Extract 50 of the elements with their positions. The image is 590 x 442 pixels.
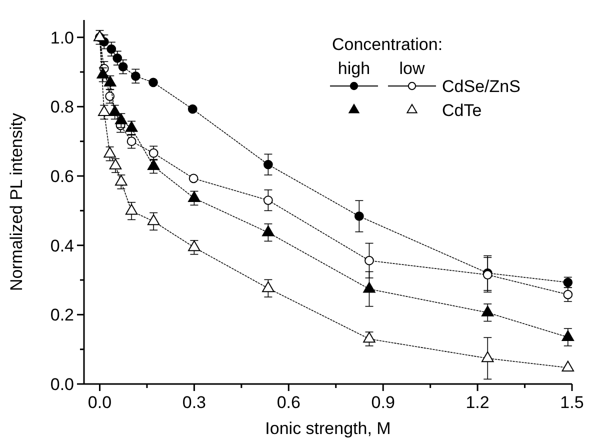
point [112, 53, 122, 63]
y-axis-title: Normalized PL intensity [7, 112, 26, 291]
x-tick-label: 1.2 [466, 393, 490, 412]
point [563, 290, 573, 300]
point [105, 92, 114, 101]
x-axis-title: Ionic strength, M [265, 419, 391, 438]
y-tick-label: 0.8 [50, 98, 74, 117]
annotation: CdSe/ZnS [442, 77, 520, 96]
point [262, 226, 274, 236]
point [125, 204, 138, 215]
point [188, 104, 198, 114]
point [363, 332, 376, 343]
point [262, 281, 274, 292]
annotation: high [338, 59, 370, 78]
legend-title: Concentration: [332, 35, 443, 54]
point [364, 256, 374, 266]
point [126, 136, 136, 146]
x-tick-label: 0.3 [182, 393, 206, 412]
point [481, 306, 494, 316]
x-tick-label: 0.0 [88, 393, 112, 412]
point [148, 78, 158, 88]
point [188, 240, 200, 252]
point [106, 44, 116, 54]
point [104, 146, 116, 158]
point [147, 214, 160, 226]
point [148, 148, 158, 158]
point [188, 191, 200, 202]
y-tick-label: 0.2 [50, 306, 74, 325]
point [263, 160, 273, 170]
annotation: low [399, 59, 426, 78]
y-tick-label: 0.0 [50, 375, 74, 394]
point [188, 174, 198, 184]
point [562, 360, 574, 372]
point [354, 212, 364, 221]
point [562, 330, 574, 341]
point [115, 174, 128, 186]
y-tick-label: 0.4 [50, 236, 74, 256]
point [147, 159, 160, 170]
point [118, 62, 128, 72]
annotation: CdTe [442, 101, 482, 120]
point [263, 196, 273, 205]
point [125, 121, 138, 132]
y-tick-label: 0.6 [50, 167, 74, 186]
x-tick-label: 0.6 [276, 393, 300, 412]
point [363, 282, 376, 293]
point [481, 351, 494, 362]
y-tick-label: 1.0 [50, 28, 74, 48]
point [130, 71, 140, 81]
x-tick-label: 1.5 [560, 393, 584, 412]
x-tick-label: 0.9 [371, 393, 395, 412]
